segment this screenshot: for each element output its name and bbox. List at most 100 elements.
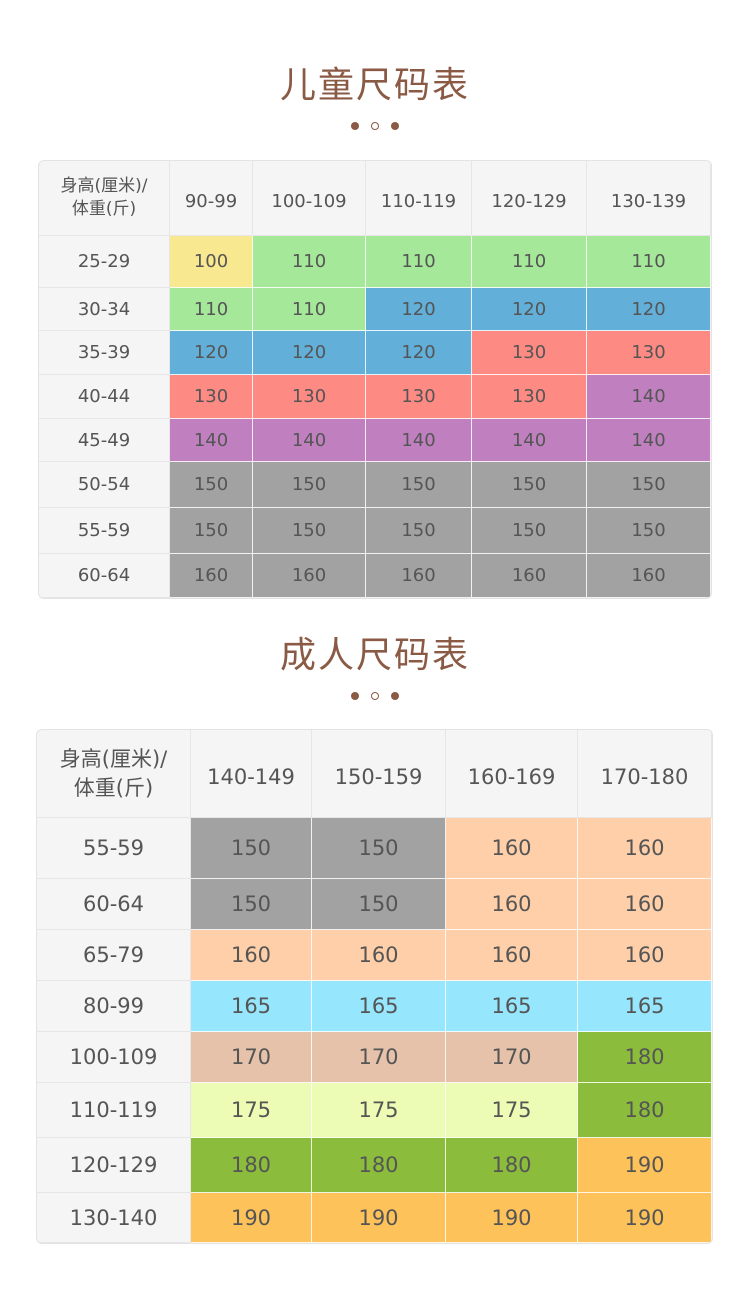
height-column-header: 170-180 [578, 730, 712, 818]
size-cell: 175 [312, 1083, 446, 1138]
size-cell: 180 [578, 1083, 712, 1138]
size-cell: 130 [472, 331, 587, 375]
size-cell: 140 [170, 419, 253, 462]
height-column-header: 160-169 [446, 730, 578, 818]
size-cell: 150 [253, 508, 366, 554]
size-cell: 190 [312, 1193, 446, 1243]
size-cell: 180 [446, 1138, 578, 1193]
size-cell: 120 [587, 288, 711, 331]
hollow-dot-icon [371, 692, 379, 700]
size-cell: 140 [366, 419, 472, 462]
weight-row-label: 50-54 [39, 462, 170, 508]
size-cell: 160 [578, 930, 712, 981]
height-column-header: 120-129 [472, 161, 587, 236]
weight-row-label: 60-64 [37, 879, 191, 930]
size-cell: 170 [191, 1032, 312, 1083]
size-cell: 165 [191, 981, 312, 1032]
size-cell: 160 [446, 818, 578, 879]
size-cell: 150 [312, 879, 446, 930]
size-cell: 160 [366, 554, 472, 598]
weight-row-label: 100-109 [37, 1032, 191, 1083]
corner-header-line2: 体重(斤) [73, 775, 154, 800]
size-cell: 170 [446, 1032, 578, 1083]
size-cell: 175 [191, 1083, 312, 1138]
corner-header-line1: 身高(厘米)/ [59, 747, 168, 772]
weight-row-label: 65-79 [37, 930, 191, 981]
size-cell: 150 [366, 508, 472, 554]
weight-row-label: 80-99 [37, 981, 191, 1032]
size-cell: 150 [170, 508, 253, 554]
size-cell: 110 [253, 236, 366, 288]
weight-row-label: 60-64 [39, 554, 170, 598]
size-cell: 130 [366, 375, 472, 419]
size-cell: 110 [472, 236, 587, 288]
size-cell: 180 [312, 1138, 446, 1193]
corner-header: 身高(厘米)/ 体重(斤) [37, 730, 191, 818]
size-cell: 160 [170, 554, 253, 598]
size-cell: 120 [253, 331, 366, 375]
corner-header-line2: 体重(斤) [71, 199, 137, 219]
size-cell: 150 [587, 462, 711, 508]
size-cell: 150 [472, 462, 587, 508]
size-cell: 150 [366, 462, 472, 508]
height-column-header: 90-99 [170, 161, 253, 236]
size-cell: 180 [578, 1032, 712, 1083]
weight-row-label: 25-29 [39, 236, 170, 288]
size-cell: 100 [170, 236, 253, 288]
weight-row-label: 130-140 [37, 1193, 191, 1243]
adult-title-decoration [0, 692, 750, 700]
kids-title-decoration [0, 122, 750, 130]
kids-size-chart-title: 儿童尺码表 [279, 65, 470, 106]
height-column-header: 100-109 [253, 161, 366, 236]
weight-row-label: 35-39 [39, 331, 170, 375]
size-cell: 150 [191, 879, 312, 930]
size-cell: 160 [446, 879, 578, 930]
size-cell: 150 [587, 508, 711, 554]
size-cell: 140 [472, 419, 587, 462]
weight-row-label: 55-59 [39, 508, 170, 554]
size-cell: 160 [191, 930, 312, 981]
weight-row-label: 30-34 [39, 288, 170, 331]
adult-size-chart-title: 成人尺码表 [279, 635, 470, 676]
corner-header: 身高(厘米)/体重(斤) [39, 161, 170, 236]
size-cell: 140 [587, 419, 711, 462]
size-cell: 160 [253, 554, 366, 598]
size-cell: 150 [191, 818, 312, 879]
size-cell: 120 [170, 331, 253, 375]
size-cell: 160 [587, 554, 711, 598]
size-cell: 120 [366, 288, 472, 331]
height-column-header: 130-139 [587, 161, 711, 236]
size-cell: 130 [587, 331, 711, 375]
size-cell: 150 [312, 818, 446, 879]
size-cell: 150 [472, 508, 587, 554]
size-cell: 130 [472, 375, 587, 419]
dot-icon [351, 692, 359, 700]
height-column-header: 150-159 [312, 730, 446, 818]
size-cell: 165 [578, 981, 712, 1032]
corner-header-line1: 身高(厘米)/ [60, 176, 148, 197]
size-cell: 180 [191, 1138, 312, 1193]
size-cell: 140 [587, 375, 711, 419]
size-cell: 120 [472, 288, 587, 331]
size-cell: 150 [253, 462, 366, 508]
size-cell: 165 [446, 981, 578, 1032]
height-column-header: 140-149 [191, 730, 312, 818]
weight-row-label: 120-129 [37, 1138, 191, 1193]
size-cell: 110 [253, 288, 366, 331]
weight-row-label: 55-59 [37, 818, 191, 879]
height-column-header: 110-119 [366, 161, 472, 236]
dot-icon [391, 692, 399, 700]
weight-row-label: 40-44 [39, 375, 170, 419]
size-cell: 190 [191, 1193, 312, 1243]
size-cell: 140 [253, 419, 366, 462]
size-cell: 120 [366, 331, 472, 375]
size-cell: 160 [472, 554, 587, 598]
size-cell: 190 [578, 1138, 712, 1193]
weight-row-label: 45-49 [39, 419, 170, 462]
kids-size-table: 身高(厘米)/体重(斤) 90-99 100-109 110-119 120-129 13… [38, 160, 712, 599]
size-cell: 160 [312, 930, 446, 981]
dot-icon [391, 122, 399, 130]
size-cell: 170 [312, 1032, 446, 1083]
weight-row-label: 110-119 [37, 1083, 191, 1138]
size-cell: 160 [578, 879, 712, 930]
